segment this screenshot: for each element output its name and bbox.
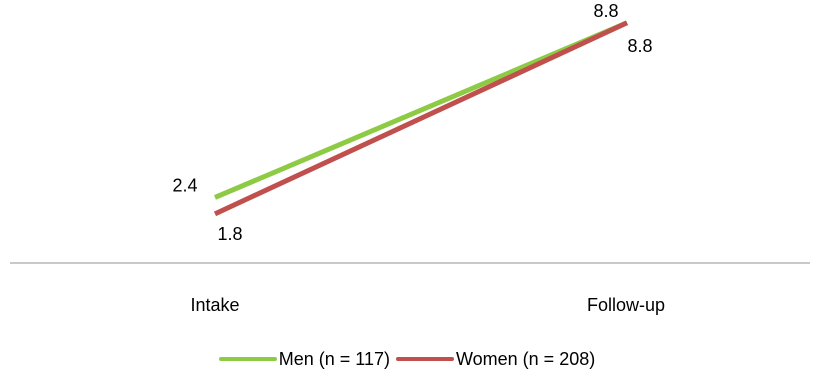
data-label-women-follow-up: 8.8 [627,36,652,56]
series-line-women [213,20,629,217]
legend: Men (n = 117) Women (n = 208) [0,344,820,374]
legend-swatch-women [395,357,454,361]
legend-item-men: Men (n = 117) [218,348,390,370]
data-label-women-intake: 1.8 [217,224,242,244]
x-tick-label-intake: Intake [190,295,239,315]
legend-swatch-men [218,357,277,361]
legend-label-men: Men (n = 117) [278,348,390,369]
x-tick-label-follow-up: Follow-up [587,295,665,315]
series-layer [213,20,629,217]
legend-item-women: Women (n = 208) [395,348,596,370]
data-label-men-follow-up: 8.8 [593,1,618,21]
legend-label-women: Women (n = 208) [455,348,596,369]
data-label-layer: 2.4 8.8 1.8 8.8 [172,1,652,244]
x-tick-layer: Intake Follow-up [190,295,665,315]
data-label-men-intake: 2.4 [172,175,197,195]
